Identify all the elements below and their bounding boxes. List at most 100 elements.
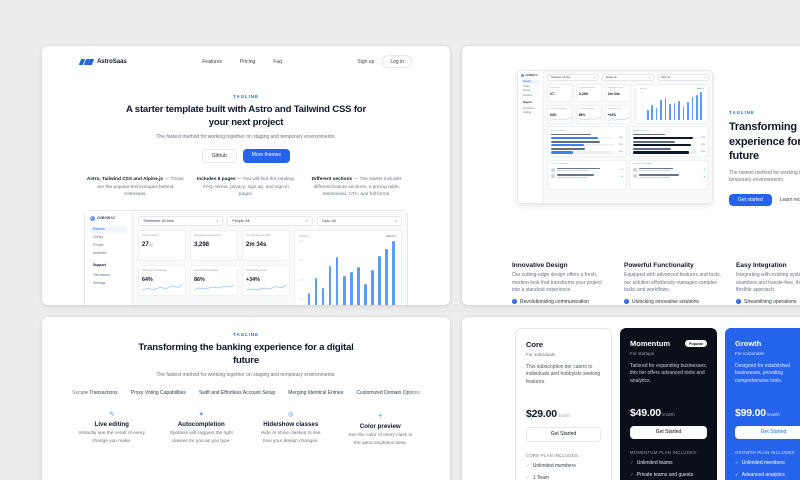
avatar <box>632 167 637 172</box>
feature-text: — The starter includes different feature… <box>313 177 402 198</box>
chart-y-axis: 40K30K20K10K0 <box>299 239 304 302</box>
panel-features: TAGLINE Transforming the banking experie… <box>42 317 450 480</box>
tab-merging-entries[interactable]: Merging Identical Entries <box>288 390 344 397</box>
get-started-button[interactable]: Get Started <box>526 426 601 442</box>
column-title: Innovative Design <box>512 262 568 269</box>
brand[interactable]: AstroSaas <box>78 58 127 65</box>
feature-autocompletion: ✦ Autocompletion Spotless will suggest t… <box>162 411 242 446</box>
tab-secure-transactions[interactable]: Secure Transactions <box>72 390 118 397</box>
feature-title: Different sections <box>311 177 353 183</box>
tab-custom-domain[interactable]: Customized Domain Options <box>356 390 420 397</box>
oxbow-logo-icon <box>90 215 95 221</box>
dashboard-brand-name: OXBOW UI <box>97 216 115 221</box>
plan-includes-label: MOMENTUM PLAN INCLUDES: <box>630 449 698 455</box>
activity-bars <box>645 92 704 120</box>
more-themes-button[interactable]: More themes <box>242 149 290 164</box>
sidebar-item-reports: Reports <box>90 225 127 233</box>
chevron-down-icon: ▾ <box>305 218 308 223</box>
trend-up-icon: ▲ <box>620 168 624 172</box>
column-title: Powerful Functionality <box>624 262 694 269</box>
trend-up-icon: ▲ <box>703 168 706 172</box>
sidebar-item-settings: Settings <box>93 281 106 286</box>
tab-proxy-voting[interactable]: Proxy Voting Capabilities <box>130 390 186 397</box>
column-desc: Our cutting-edge design offers a fresh, … <box>512 272 602 293</box>
nav-pricing[interactable]: Pricing <box>239 58 256 65</box>
strongest-topics-panel: Strongest Topics 95% 92% 89% <box>629 126 709 158</box>
github-button[interactable]: Github <box>202 149 237 164</box>
nav-features[interactable]: Features <box>202 58 222 65</box>
plan-desc: Tailored for expanding businesses, this … <box>630 362 707 385</box>
feature-live-editing: ✎ Live editing Instantly see the result … <box>72 411 152 446</box>
stat-current-knowledge: Current Knowledge 86% <box>190 264 238 296</box>
plan-price: $29.00 <box>526 407 557 420</box>
feature-columns: Astro, Tailwind CSS and Alpine.js — Thes… <box>42 176 450 198</box>
plan-includes-label: CORE PLAN INCLUDES: <box>526 452 580 458</box>
pencil-icon: ✎ <box>109 412 115 419</box>
plan-name: Momentum <box>630 339 670 348</box>
oxbow-logo-icon <box>521 74 524 77</box>
sidebar-item-get-started: Get started <box>93 273 110 278</box>
chevron-down-icon: ▾ <box>395 218 397 223</box>
plan-desc: Designed for established businesses, pro… <box>735 362 791 385</box>
dashboard-filters: Timeframe: All-time ▾ People: All ▾ Topic:… <box>138 215 402 226</box>
activity-label: Activity <box>299 233 309 238</box>
features-subtext: The fastest method for working together … <box>156 372 336 379</box>
check-icon: ✓ <box>735 460 739 466</box>
site-header: AstroSaas Features Pricing Faq Sign up L… <box>42 46 450 68</box>
feature-text: — These are the popular technologies beh… <box>97 177 184 198</box>
stat-session-length: Av. Session Length 2m 34s <box>242 229 290 261</box>
tagline: TAGLINE <box>729 110 755 115</box>
avatar <box>550 174 555 179</box>
plan-growth: Growth For corporates Designed for estab… <box>725 328 800 480</box>
hero-cta-row: Github More themes <box>42 149 450 164</box>
signup-link[interactable]: Sign up <box>357 58 375 65</box>
plan-momentum: Momentum Popular For startups Tailored fo… <box>620 328 717 480</box>
feature-desc: See the color of every class in the auto… <box>348 433 413 446</box>
dashboard-brand: OXBOW UI <box>90 215 127 221</box>
plan-period: /month <box>661 411 675 417</box>
learn-more-link[interactable]: Learn more <box>779 197 800 204</box>
sidebar-item: Reports <box>521 80 540 84</box>
get-started-button[interactable]: Get started <box>729 194 772 207</box>
check-icon: ✓ <box>526 463 530 469</box>
plan-period: /month <box>557 412 571 418</box>
stat-active-users: Active Users 27/80 <box>138 229 186 261</box>
feature-title: Color preview <box>359 423 401 431</box>
check-icon: ✓ <box>630 471 634 477</box>
sidebar-item: Settings <box>523 112 532 114</box>
hero-section: TAGLINE A starter template built with As… <box>42 94 450 164</box>
sparkle-icon: ✦ <box>198 412 204 419</box>
get-started-button[interactable]: Get Started <box>630 425 707 439</box>
feature-col: Includes 6 pages — You will find this la… <box>197 176 296 198</box>
nav-faq[interactable]: Faq <box>273 58 282 65</box>
column-title: Easy Integration <box>736 262 787 269</box>
check-circle-icon: ✓ <box>624 299 629 304</box>
auth-actions: Sign up Log in <box>357 55 412 68</box>
banking-hero: TAGLINE Transforming the banking experie… <box>729 110 800 207</box>
weakest-topics-panel: Weakest Topics 74% 52% 36% <box>547 126 627 158</box>
feature-title: Hide/show classes <box>263 421 319 429</box>
dashboard-screenshot-small: OXBOW UI Reports Library People Activiti… <box>517 70 713 204</box>
tab-account-setup[interactable]: Swift and Effortless Account Setup <box>198 390 276 397</box>
plus-icon: ＋ <box>377 414 384 421</box>
column-desc: Equipped with advanced features and tool… <box>624 272 722 293</box>
plan-name: Core <box>526 340 544 349</box>
activity-chart-card: Activity Month ▾ 40K30K20K10K0 <box>294 229 402 305</box>
check-icon: ✓ <box>526 474 530 480</box>
avatar <box>550 167 555 172</box>
sidebar-item-activities: Activities <box>93 251 107 256</box>
tagline: TAGLINE <box>233 332 259 337</box>
login-button[interactable]: Log in <box>382 55 412 68</box>
stat-knowledge-gain: Knowledge Gain +34% <box>242 264 290 296</box>
user-leaderboard-panel: User Leaderboard ▲ ▲ <box>547 159 627 190</box>
chevron-down-icon: ▾ <box>593 77 595 79</box>
feature-col: Different sections — The starter include… <box>307 176 406 198</box>
eye-icon: ◎ <box>288 412 294 419</box>
panel-pricing: Core For individuals This subscription t… <box>462 317 800 480</box>
page-title: A starter template built with Astro and … <box>125 104 367 128</box>
dashboard-support-nav: Get started Settings <box>90 272 127 287</box>
sidebar-item-library: Library <box>93 235 104 240</box>
groups-leaderboard-panel: Groups Leaderboard ▲ ▲ <box>629 159 709 190</box>
get-started-button[interactable]: Get Started <box>735 425 800 439</box>
plan-core: Core For individuals This subscription t… <box>515 328 612 480</box>
